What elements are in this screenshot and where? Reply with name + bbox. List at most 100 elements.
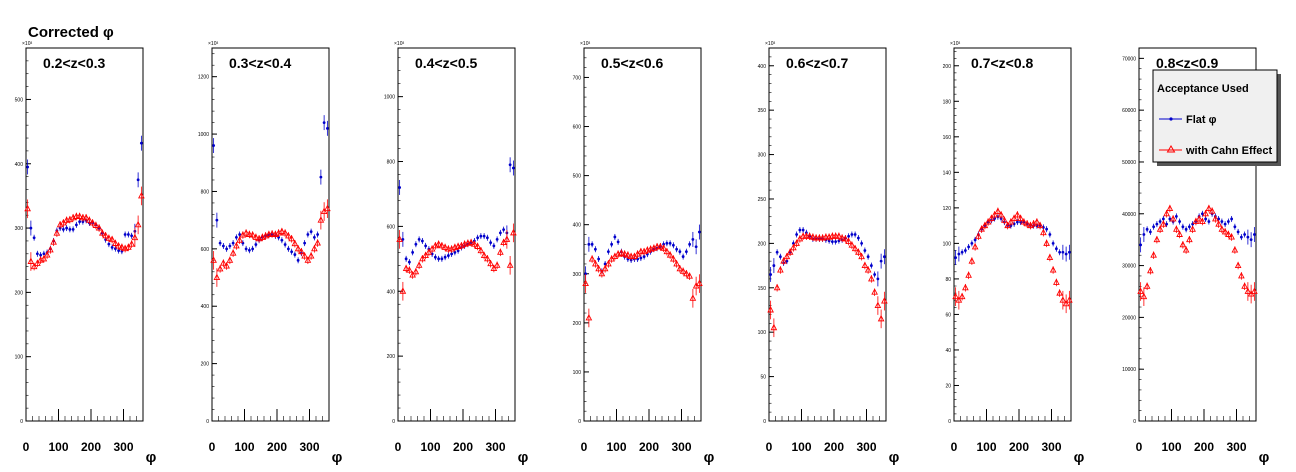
data-point	[834, 240, 838, 244]
data-point	[489, 241, 493, 245]
data-point	[1228, 233, 1235, 240]
x-tick-label: 200	[1194, 440, 1214, 454]
data-point	[506, 261, 514, 268]
data-point	[396, 235, 403, 242]
data-point	[957, 252, 961, 256]
y-tick-label: 700	[573, 75, 582, 81]
data-point	[487, 259, 494, 267]
data-point	[225, 247, 229, 251]
data-point	[876, 277, 880, 281]
data-point	[624, 251, 632, 258]
data-point	[50, 238, 57, 245]
data-point	[508, 163, 512, 167]
data-point	[1049, 266, 1057, 273]
data-point	[417, 237, 421, 241]
data-point	[683, 269, 690, 277]
data-point	[970, 241, 974, 245]
data-point	[231, 241, 235, 245]
data-point	[960, 250, 964, 254]
x-tick-label: 200	[81, 440, 101, 454]
data-point	[71, 227, 75, 231]
data-point	[221, 244, 225, 248]
data-point	[29, 226, 33, 230]
data-point	[401, 237, 405, 241]
data-point	[296, 258, 300, 262]
data-point	[663, 247, 671, 255]
x-tick-label: 0	[209, 440, 216, 454]
y-tick-label: 200	[15, 290, 24, 296]
y-tick-label: 30000	[1122, 264, 1136, 270]
data-point	[252, 233, 260, 240]
data-point	[226, 256, 234, 263]
data-point	[27, 257, 35, 264]
data-point	[293, 253, 297, 256]
data-point	[1238, 271, 1245, 279]
legend-header: Acceptance Used	[1157, 83, 1249, 95]
data-point	[131, 233, 139, 241]
data-point	[691, 238, 695, 241]
data-point	[1020, 218, 1028, 225]
y-tick-label: 0	[578, 419, 581, 425]
data-point	[1241, 282, 1248, 289]
x-tick-label: 300	[1226, 440, 1246, 454]
panel-1: 0 100 200 300 400 500 ×10³ 0 100 200 300 φ 0.2<z<0.3	[15, 41, 157, 466]
data-point	[238, 233, 242, 236]
data-point	[822, 233, 830, 240]
y-tick-label: 40	[945, 348, 951, 354]
plot-frame	[583, 47, 702, 422]
data-point	[592, 259, 599, 267]
data-point	[480, 251, 488, 259]
data-point	[1015, 220, 1019, 224]
data-point	[799, 232, 807, 239]
y-tick-label: 400	[387, 289, 396, 295]
data-point	[34, 259, 41, 266]
data-point	[973, 238, 977, 242]
data-point	[978, 225, 985, 232]
data-point	[482, 234, 486, 238]
data-point	[117, 249, 121, 252]
data-point	[99, 229, 106, 236]
x-axis-label: φ	[332, 449, 343, 466]
data-point	[679, 267, 687, 274]
data-point	[967, 245, 971, 249]
data-point	[671, 243, 675, 247]
data-point	[236, 236, 243, 243]
data-point	[958, 292, 966, 300]
data-point	[242, 229, 250, 236]
data-point	[1215, 220, 1222, 227]
data-point	[582, 279, 589, 287]
data-point	[1199, 217, 1206, 224]
data-point	[1252, 233, 1256, 236]
data-point	[1205, 204, 1213, 212]
data-point	[1231, 246, 1239, 253]
legend: Acceptance Used Flat φ with Cahn Effect	[1152, 69, 1281, 166]
data-point	[1182, 246, 1190, 253]
data-point	[68, 227, 72, 231]
y-tick-label: 100	[943, 241, 952, 247]
data-point	[603, 262, 607, 266]
data-point	[311, 244, 318, 252]
data-point	[1001, 216, 1008, 223]
data-point	[777, 266, 784, 273]
y-exponent-label: ×10³	[950, 41, 960, 47]
data-point	[218, 241, 222, 245]
data-point	[994, 207, 1002, 214]
panel-4: 0 100 200 300 400 500 600 700 ×10³ 0 100 200 300 φ 0.5…	[573, 41, 715, 466]
data-point	[139, 141, 143, 145]
data-point	[497, 248, 504, 255]
data-point	[40, 254, 48, 262]
data-point	[1186, 235, 1193, 243]
y-tick-label: 60000	[1122, 108, 1136, 114]
data-point	[312, 235, 316, 239]
y-tick-label: 0	[206, 419, 209, 425]
data-point	[863, 249, 867, 252]
data-point	[61, 227, 65, 231]
y-tick-label: 70000	[1122, 56, 1136, 62]
data-point	[1156, 225, 1164, 232]
panel-label: 0.6<z<0.7	[786, 55, 848, 71]
y-tick-label: 40000	[1122, 212, 1136, 218]
x-tick-label: 300	[113, 440, 133, 454]
data-point	[1221, 227, 1229, 235]
x-axis-label: φ	[889, 449, 900, 466]
data-point	[1239, 235, 1243, 239]
